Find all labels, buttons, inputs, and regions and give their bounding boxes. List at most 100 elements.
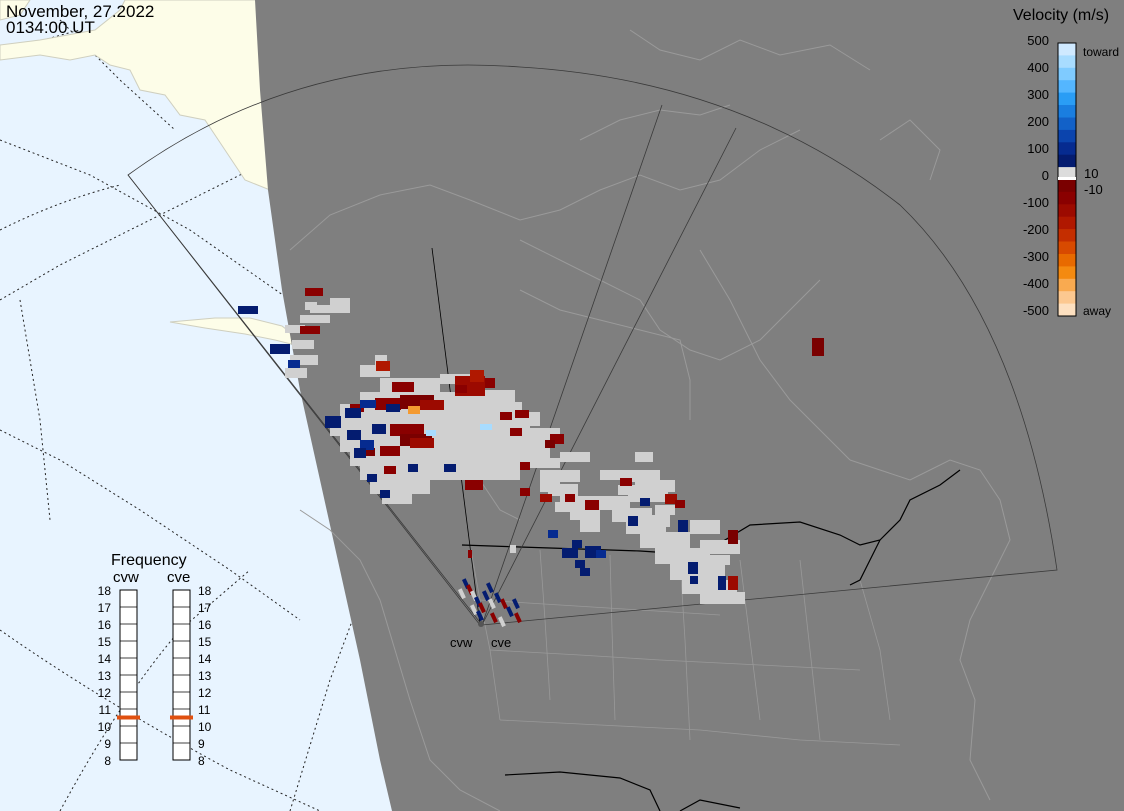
scatter-cell-away: [380, 446, 400, 456]
frequency-indicator: [117, 715, 140, 720]
scatter-cell-gray: [655, 548, 710, 564]
scatter-cell-away: [455, 385, 467, 393]
colorbar-segment: [1058, 179, 1076, 193]
frequency-tick-label: 13: [198, 669, 212, 683]
frequency-panel: Frequency cvw cve 1817161514131211109818…: [98, 552, 212, 768]
scatter-cell-toward: [270, 344, 290, 354]
scatter-cell-gray: [540, 482, 560, 492]
colorbar-segment: [1058, 167, 1076, 180]
scatter-cell-toward: [640, 498, 650, 506]
colorbar-segment: [1058, 254, 1076, 267]
scatter-cell-toward: [372, 424, 386, 434]
scatter-cell-toward: [548, 530, 558, 538]
scatter-cell-toward: [678, 520, 688, 532]
near-range-cell: [514, 612, 522, 624]
scatter-cell-away: [305, 288, 323, 296]
scatter-cell-away: [420, 400, 444, 410]
frequency-indicator: [170, 715, 193, 720]
frequency-tick-label: 18: [98, 584, 112, 598]
frequency-tick-label: 8: [198, 754, 205, 768]
colorbar-segment: [1058, 291, 1076, 305]
scatter-cell-away: [510, 428, 522, 436]
near-range-cell: [499, 598, 508, 610]
colorbar-tick-label: -200: [1023, 222, 1049, 237]
near-range-cell: [511, 598, 520, 610]
radar-site-marker: [478, 621, 484, 627]
scatter-cell-away: [675, 500, 685, 508]
scatter-cell-away: [540, 494, 552, 502]
small-neg-label: -10: [1084, 182, 1103, 197]
frequency-title: Frequency: [111, 552, 187, 569]
scatter-cell-away: [500, 412, 512, 420]
scatter-cell-gray: [500, 402, 522, 412]
away-label: away: [1083, 304, 1111, 318]
colorbar-segment: [1058, 142, 1076, 156]
scatter-cell-gray: [290, 355, 318, 365]
colorbar-tick-label: 500: [1027, 33, 1049, 48]
velocity-title: Velocity (m/s): [1013, 7, 1109, 24]
scatter-cell-toward: [690, 576, 698, 584]
near-range-cell: [486, 582, 494, 594]
scatter-cell-away: [410, 438, 434, 448]
scatter-cell-gray: [655, 505, 675, 515]
scatter-cell-gray: [600, 496, 630, 510]
scatter-cell-gray: [285, 325, 305, 333]
coastlines: [289, 29, 1011, 811]
day-land: [0, 0, 301, 346]
scatter-cell-toward: [718, 576, 726, 590]
scatter-cell-away: [365, 448, 375, 456]
scatter-cell-away: [545, 440, 555, 448]
colorbar-segment: [1058, 67, 1076, 81]
scatter-cell-toward: [575, 560, 585, 568]
frequency-tick-label: 15: [98, 635, 112, 649]
colorbar-segment: [1058, 278, 1076, 292]
near-range-cell: [457, 588, 466, 600]
colorbar-ticks: 500 400 300 200 100 0 -100 -200 -300 -400 -500: [1023, 33, 1049, 318]
scatter-cell-gray: [510, 545, 516, 553]
freq-radar-cvw: cvw: [113, 569, 139, 586]
colorbar-segment: [1058, 80, 1076, 94]
scatter-cell-gray: [628, 490, 668, 502]
radar-label-cve: cve: [491, 635, 511, 650]
scatter-cell-gray: [640, 532, 690, 548]
scatter-cell-gray: [292, 340, 314, 349]
frequency-columns: 18 17 16 15 14 13 12 11 10 9 8 18 17 16 15 14 13 12 11 10 9 8: [98, 584, 212, 768]
scatter-cell-gray: [635, 480, 675, 492]
scatter-cell-toward: [562, 548, 578, 558]
frequency-tick-label: 17: [198, 601, 212, 615]
scatter-cell-toward: [408, 464, 418, 472]
scatter-cell-away: [465, 480, 483, 490]
scatter-cell-away: [300, 326, 320, 334]
colorbar-segment: [1058, 105, 1076, 118]
scatter-cell-gray: [470, 456, 530, 468]
time-label: 0134:00 UT: [6, 18, 95, 37]
colorbar-segment: [1058, 129, 1076, 143]
scatter-cell-gray: [305, 302, 317, 310]
scatter-cell-toward: [572, 540, 582, 548]
scatter-cell-away: [392, 382, 414, 392]
frequency-tick-label: 12: [98, 686, 112, 700]
frequency-tick-label: 8: [104, 754, 111, 768]
scatter-cell-away: [728, 530, 738, 544]
scatter-cell-toward: [345, 408, 361, 418]
scatter-cell-fast-toward: [426, 430, 436, 436]
scatter-cell-gray: [500, 420, 530, 430]
colorbar-segment: [1058, 154, 1076, 168]
scatter-cell-toward: [386, 404, 400, 412]
scatter-cell-gray: [540, 470, 580, 482]
colorbar-segment: [1058, 229, 1076, 242]
scatter-cell-away: [485, 378, 495, 388]
scatter-cell-toward: [325, 416, 341, 428]
near-range-cell: [482, 590, 490, 602]
frequency-tick-label: 9: [198, 737, 205, 751]
scatter-cell-away: [550, 434, 564, 444]
near-range-cell: [478, 602, 486, 614]
frequency-tick-label: 17: [98, 601, 112, 615]
scatter-cell-toward: [288, 360, 300, 368]
scatter-cell-away: [565, 494, 575, 502]
near-range-cell: [488, 598, 496, 610]
frequency-tick-label: 15: [198, 635, 212, 649]
scatter-cell-gray: [285, 368, 307, 378]
scatter-cell-gray: [520, 445, 550, 457]
near-range-cell: [506, 606, 514, 618]
